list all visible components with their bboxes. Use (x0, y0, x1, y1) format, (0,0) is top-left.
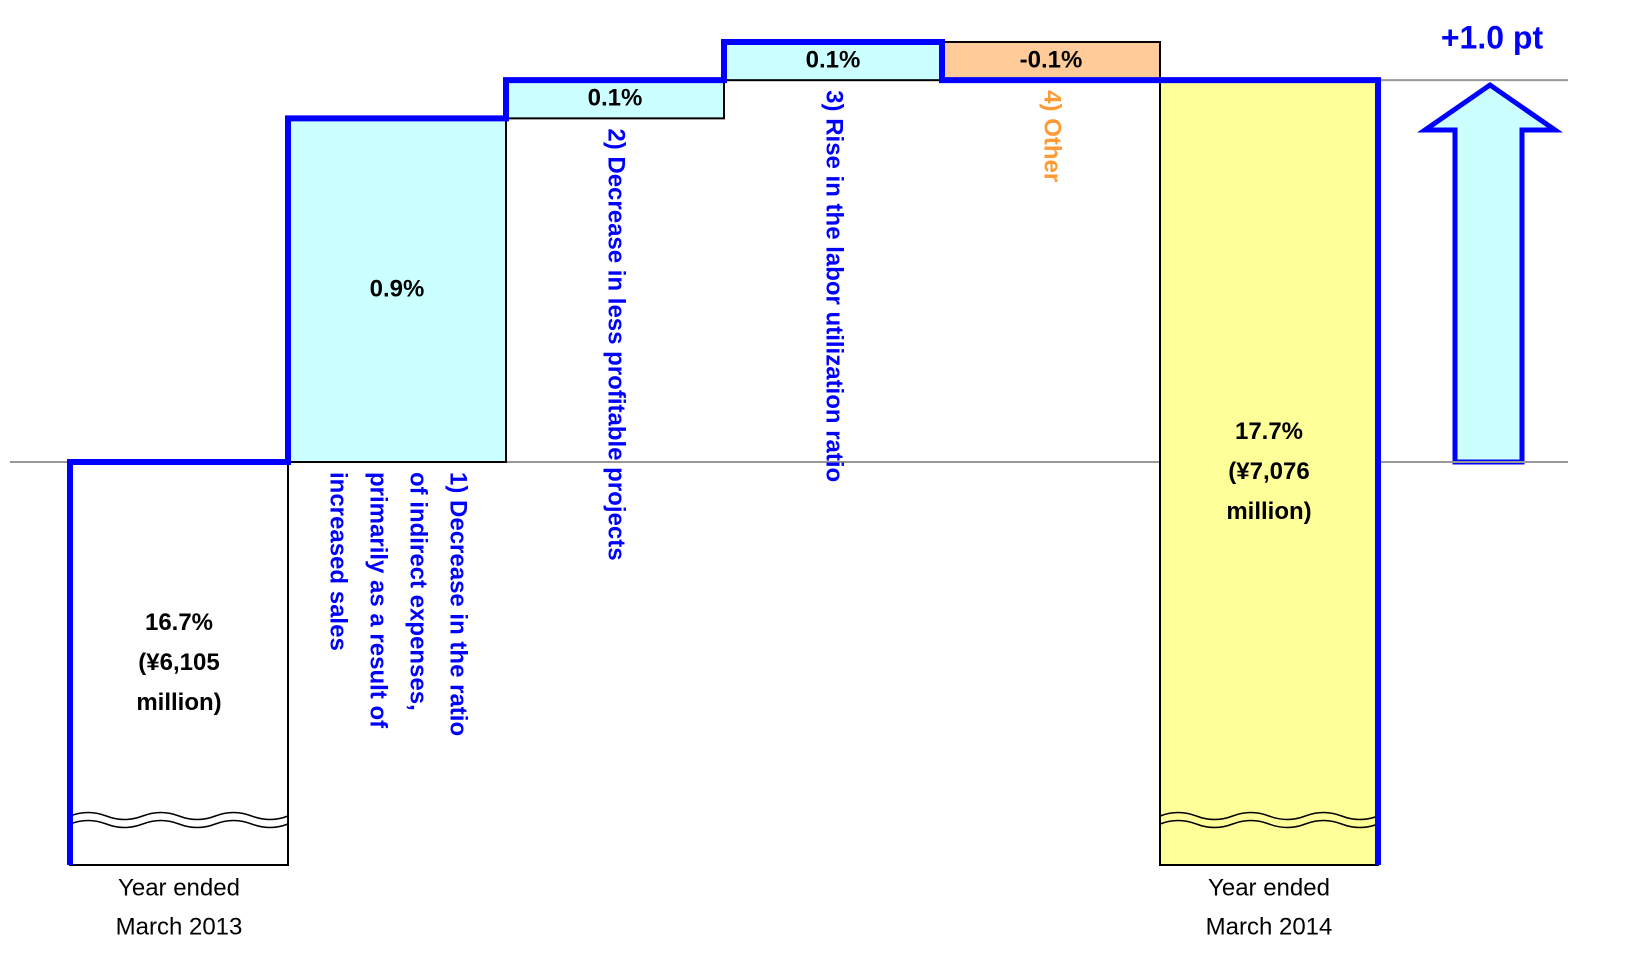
up-arrow (1416, 81, 1564, 465)
category-label: primarily as a result of (365, 472, 392, 729)
category-label: Year ended (118, 874, 240, 901)
break-mark (69, 819, 289, 829)
value-label: 0.1% (588, 85, 643, 112)
category-label: 3) Rise in the labor utilization ratio (821, 90, 848, 482)
bar (287, 117, 507, 463)
category-label: Year ended (1208, 874, 1330, 901)
value-label: 16.7% (145, 609, 213, 636)
value-label: (¥6,105 (138, 649, 219, 676)
category-label: of indirect expenses, (405, 472, 432, 711)
category-label: 1) Decrease in the ratio (445, 472, 472, 736)
category-label: March 2013 (116, 913, 243, 940)
value-label: million) (136, 689, 221, 716)
value-label: 0.9% (370, 276, 425, 303)
value-label: -0.1% (1020, 46, 1083, 73)
category-label: 2) Decrease in less profitable projects (603, 128, 630, 560)
break-mark (69, 811, 289, 821)
value-label: 0.1% (806, 46, 861, 73)
value-label: million) (1226, 498, 1311, 525)
change-annotation: +1.0 pt (1441, 19, 1544, 55)
break-mark (1159, 819, 1379, 829)
break-mark (1159, 811, 1379, 821)
value-label: 17.7% (1235, 418, 1303, 445)
category-label: March 2014 (1206, 913, 1333, 940)
category-label: increased sales (325, 472, 352, 651)
outline (67, 39, 1381, 865)
bar (1159, 79, 1379, 866)
category-label: 4) Other (1039, 90, 1066, 182)
value-label: (¥7,076 (1228, 458, 1309, 485)
